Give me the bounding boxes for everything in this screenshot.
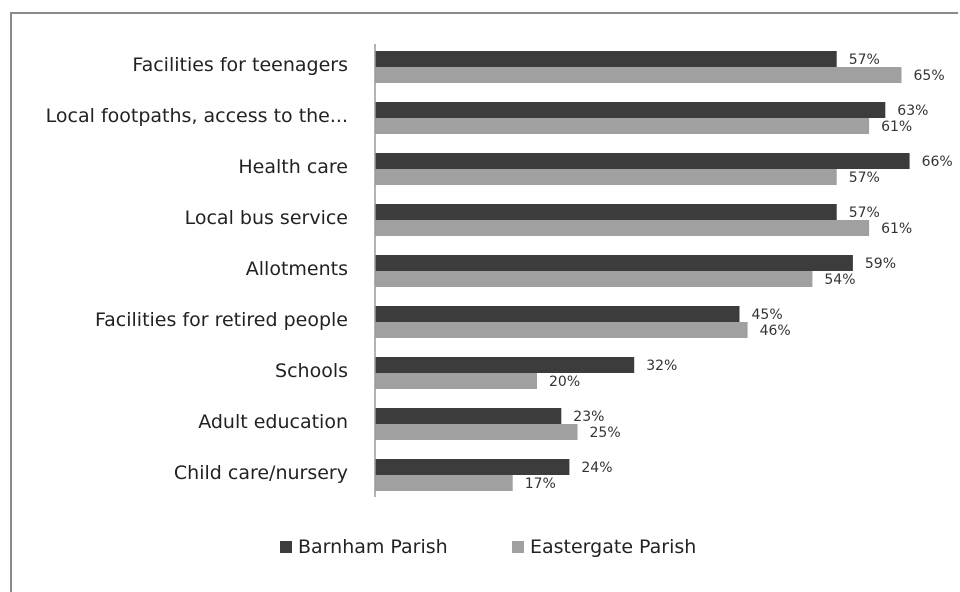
bar-barnham (375, 408, 562, 424)
bar-barnham (375, 459, 570, 475)
legend-swatch-barnham (280, 541, 292, 553)
bar-barnham (375, 357, 635, 373)
data-label: 25% (590, 425, 621, 441)
legend-swatch-eastergate (512, 541, 524, 553)
data-label: 20% (549, 374, 580, 390)
data-label: 66% (922, 154, 953, 170)
bar-barnham (375, 102, 886, 118)
data-label: 32% (646, 358, 677, 374)
data-label: 17% (525, 476, 556, 492)
data-label: 63% (897, 103, 928, 119)
bar-barnham (375, 153, 910, 169)
data-label: 24% (581, 460, 612, 476)
bar-eastergate (375, 220, 870, 236)
data-label: 61% (881, 119, 912, 135)
category-label: Health care (238, 156, 348, 178)
bar-eastergate (375, 169, 837, 185)
legend-label: Eastergate Parish (530, 536, 696, 558)
bar-eastergate (375, 118, 870, 134)
data-label: 23% (573, 409, 604, 425)
category-label: Adult education (198, 411, 348, 433)
category-label: Allotments (246, 258, 348, 280)
category-label: Facilities for retired people (95, 309, 348, 331)
bar-barnham (375, 51, 837, 67)
legend: Barnham Parish Eastergate Parish (280, 536, 696, 558)
category-label: Child care/nursery (174, 462, 348, 484)
bar-eastergate (375, 373, 537, 389)
data-label: 61% (881, 221, 912, 237)
bar-barnham (375, 255, 853, 271)
bar-eastergate (375, 424, 578, 440)
legend-label: Barnham Parish (298, 536, 448, 558)
data-label: 57% (849, 205, 880, 221)
bar-eastergate (375, 67, 902, 83)
data-label: 46% (760, 323, 791, 339)
data-label: 59% (865, 256, 896, 272)
data-label: 65% (914, 68, 945, 84)
value-labels: 57%65%63%61%66%57%57%61%59%54%45%46%32%2… (525, 52, 953, 492)
bar-barnham (375, 306, 740, 322)
bar-eastergate (375, 475, 513, 491)
data-label: 45% (752, 307, 783, 323)
bar-eastergate (375, 322, 748, 338)
data-label: 54% (824, 272, 855, 288)
category-label: Schools (275, 360, 348, 382)
category-label: Local bus service (185, 207, 348, 229)
category-label: Local footpaths, access to the... (46, 105, 348, 127)
category-labels: Facilities for teenagers Local footpaths,… (46, 54, 348, 484)
category-label: Facilities for teenagers (132, 54, 348, 76)
data-label: 57% (849, 52, 880, 68)
bar-eastergate (375, 271, 813, 287)
data-label: 57% (849, 170, 880, 186)
bars (375, 51, 910, 491)
bar-barnham (375, 204, 837, 220)
